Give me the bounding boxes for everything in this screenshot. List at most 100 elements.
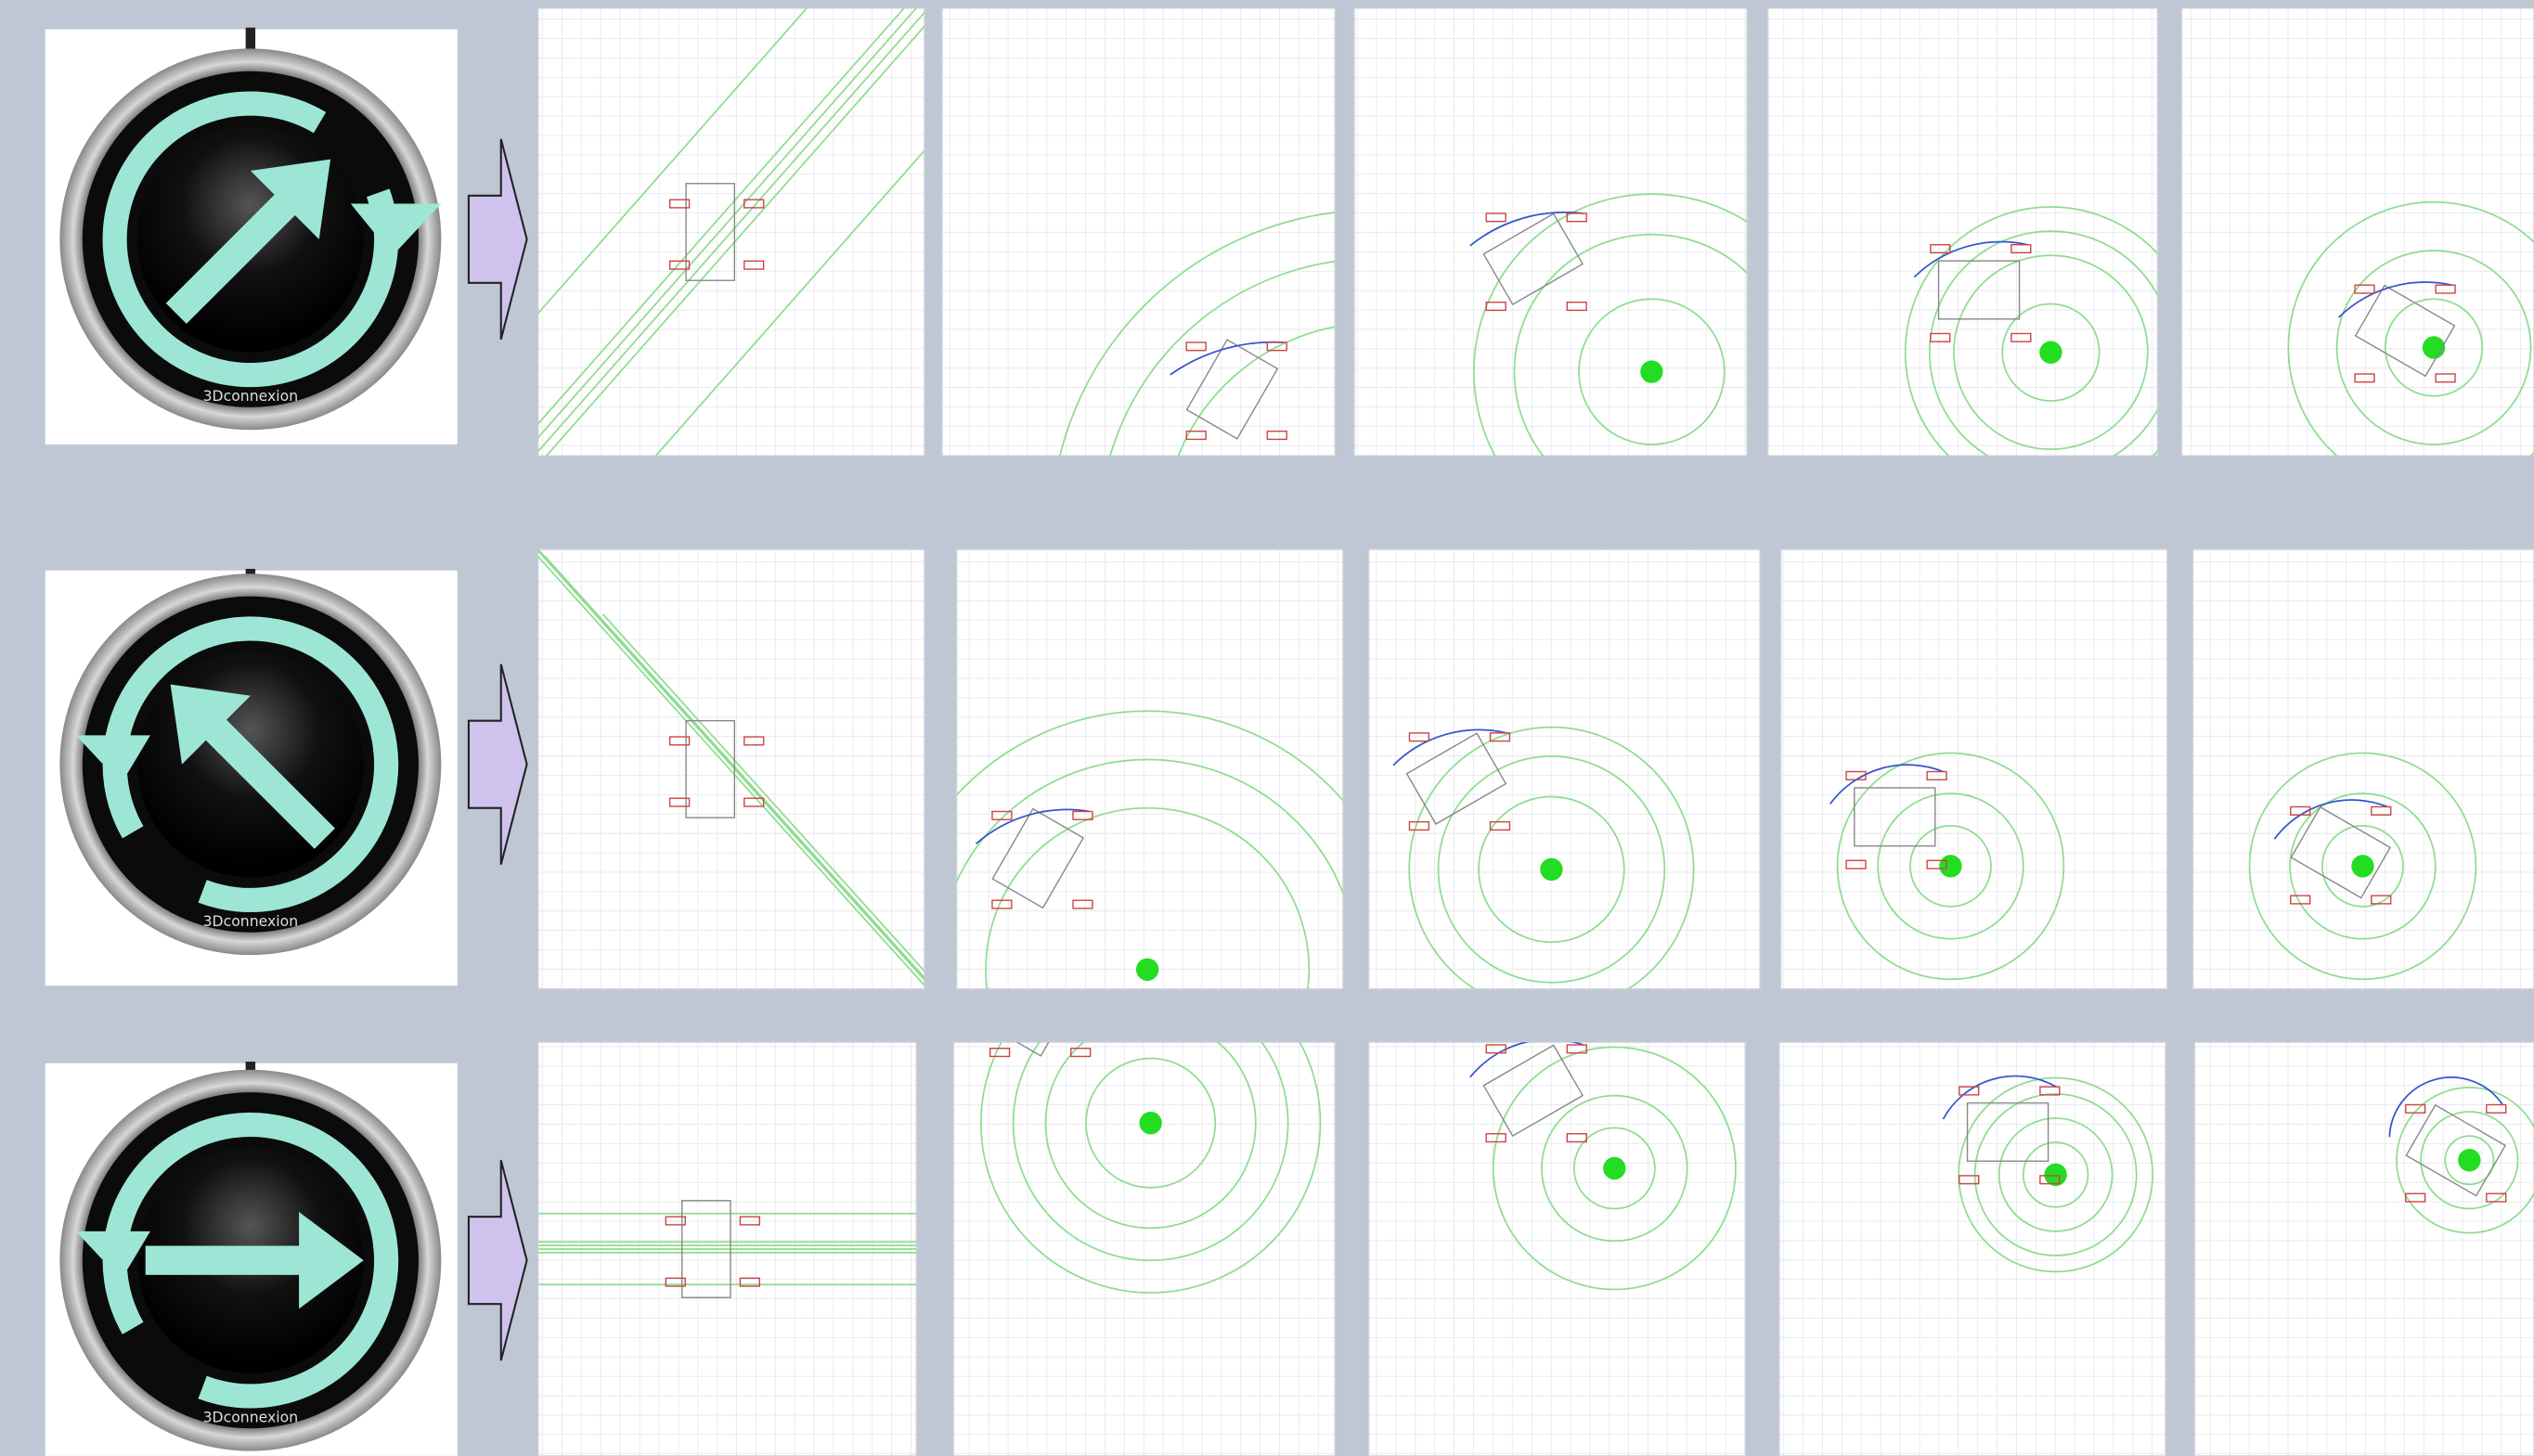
trajectory	[1997, 1117, 2114, 1232]
panel-grid	[1353, 7, 1748, 457]
wheel	[1566, 213, 1587, 223]
wheel-path	[1469, 211, 1584, 247]
row: 3Dconnexion	[45, 548, 2534, 990]
simulation-panel	[1353, 7, 1748, 457]
trajectory	[654, 149, 924, 457]
panel-grid	[956, 548, 1344, 990]
trajectory	[1909, 824, 1992, 908]
trajectory	[545, 25, 924, 457]
robot-body	[991, 807, 1085, 909]
rotation-center	[1640, 360, 1663, 383]
wheel	[1266, 431, 1287, 441]
simulation-panel	[2191, 548, 2534, 990]
wheel	[668, 736, 691, 746]
trajectory	[1541, 1094, 1688, 1243]
wheel	[2010, 332, 2032, 342]
flow-arrow	[467, 138, 528, 341]
device-cable	[245, 27, 256, 58]
flow-arrow	[467, 664, 528, 865]
wheel	[2435, 284, 2456, 294]
wheel-path	[1392, 728, 1507, 767]
panel-content	[1059, 212, 1336, 457]
wheel	[2435, 373, 2456, 383]
trajectory	[537, 11, 924, 453]
wheel	[1185, 431, 1207, 441]
row: 3Dconnexion	[45, 1041, 2534, 1456]
trajectory	[2248, 752, 2477, 981]
trajectory	[2321, 824, 2404, 908]
simulation-panel	[2193, 1041, 2534, 1456]
robot-body	[685, 183, 736, 281]
robot-body	[1185, 339, 1279, 440]
wheel	[1930, 244, 1951, 254]
trajectory	[1572, 1127, 1656, 1210]
simulation-panel	[537, 548, 925, 990]
trajectory	[2396, 1087, 2534, 1234]
direction-arrow	[145, 1211, 364, 1309]
wheel-path	[1942, 1075, 2057, 1120]
panel-content	[1942, 1075, 2153, 1273]
robot-body	[1482, 1044, 1584, 1138]
wheel	[1489, 820, 1511, 831]
wheel	[1845, 770, 1867, 780]
wheel	[1566, 1133, 1587, 1143]
arrow-head	[250, 159, 331, 239]
simulation-panel	[2180, 7, 2534, 457]
wheel	[2486, 1192, 2507, 1203]
trajectory	[2001, 303, 2101, 402]
trajectory	[2444, 1135, 2495, 1186]
simulation-panel	[537, 7, 925, 457]
simulation-panel	[956, 548, 1344, 990]
wheel	[989, 1048, 1011, 1058]
wheel	[1072, 810, 1093, 820]
panel-grid	[952, 1041, 1336, 1456]
wheel	[2486, 1103, 2507, 1114]
panel-content	[2287, 200, 2534, 457]
wheel	[668, 199, 691, 209]
device-brand: 3Dconnexion	[203, 1408, 299, 1425]
wheel	[1070, 1048, 1092, 1058]
trajectory	[2420, 1111, 2519, 1210]
trajectory	[1478, 795, 1625, 944]
arrow-shaft	[145, 1245, 307, 1275]
simulation-panel	[1367, 1041, 1747, 1456]
panel-grid	[2180, 7, 2534, 457]
wheel	[743, 199, 765, 209]
wheel	[991, 899, 1013, 909]
simulation-panel	[952, 1041, 1336, 1456]
panel-content	[537, 1200, 917, 1298]
content: 3Dconnexion 3Dconnexion 3Dconnexion	[45, 7, 2534, 1456]
robot-body	[685, 719, 736, 818]
row: 3Dconnexion	[45, 7, 2534, 457]
wheel	[1485, 302, 1506, 312]
panel-grid	[2193, 1041, 2534, 1456]
arrow-shaft	[165, 188, 302, 324]
wheel	[668, 260, 691, 270]
trajectory	[985, 806, 1311, 989]
trajectory	[956, 710, 1343, 802]
trajectory	[1473, 193, 1748, 457]
trajectory	[956, 758, 1343, 896]
direction-arrow	[165, 159, 331, 324]
rotation-center	[2458, 1149, 2481, 1172]
simulation-panel	[1767, 7, 2159, 457]
trajectory	[1408, 726, 1695, 989]
trajectory	[1085, 1057, 1217, 1189]
panel-grid	[1779, 548, 2168, 990]
rotation-ring	[102, 1112, 399, 1409]
rotation-center	[1603, 1156, 1626, 1180]
trajectory	[1973, 1092, 2138, 1256]
trajectory	[1437, 755, 1666, 984]
wheel	[1408, 820, 1430, 831]
trajectory	[1044, 1042, 1257, 1230]
panel-grid	[1778, 1041, 2166, 1456]
wheel	[1072, 899, 1093, 909]
trajectory	[1929, 230, 2158, 457]
trajectory	[601, 613, 924, 973]
trajectory	[1877, 792, 2024, 940]
rotation-center	[2044, 1163, 2067, 1187]
arrow-head	[299, 1211, 364, 1309]
rotation-arrowhead	[350, 203, 442, 256]
robot-body	[1405, 732, 1507, 825]
